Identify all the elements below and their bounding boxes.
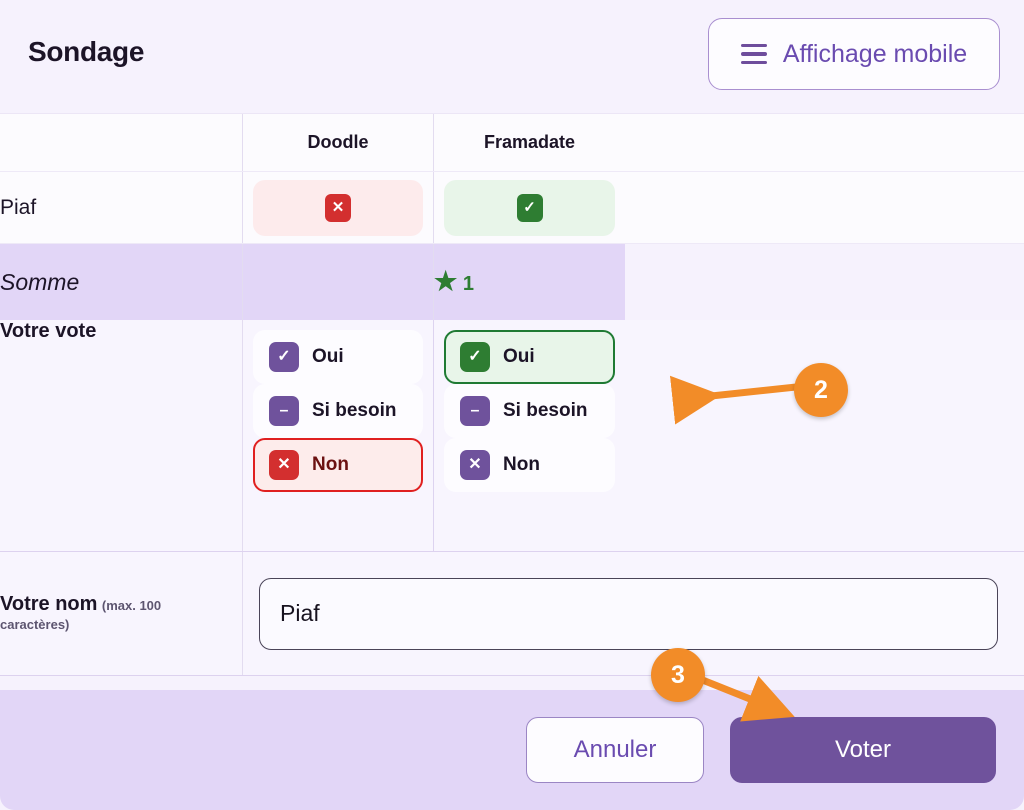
doodle-option-non-label: Non <box>312 454 349 475</box>
page-header: Sondage Affichage mobile <box>0 0 1024 100</box>
minus-icon: – <box>269 396 299 426</box>
mobile-view-button[interactable]: Affichage mobile <box>708 18 1000 90</box>
vote-submit-button[interactable]: Voter <box>730 717 996 783</box>
poll-table: Doodle Framadate Piaf ✕ ✓ <box>0 113 1024 676</box>
hamburger-icon <box>740 43 767 65</box>
doodle-option-si-besoin-label: Si besoin <box>312 400 397 421</box>
page-title: Sondage <box>28 36 145 67</box>
name-input[interactable] <box>259 577 998 650</box>
table-row-sum: Somme ★ 1 <box>0 244 1024 320</box>
vote-options-framadate: ✓ Oui – Si besoin ✕ Non <box>433 320 625 551</box>
framadate-option-oui-label: Oui <box>503 346 535 367</box>
vote-options-doodle: ✓ Oui – Si besoin ✕ Non <box>242 320 433 551</box>
check-icon: ✓ <box>269 342 299 372</box>
sum-label: Somme <box>0 268 80 295</box>
annotation-badge-2: 2 <box>794 363 848 417</box>
table-row-your-vote: Votre vote ✓ Oui – Si besoin ✕ Non <box>0 320 1024 552</box>
framadate-option-si-besoin[interactable]: – Si besoin <box>444 384 615 438</box>
sum-cell-framadate: ★ 1 <box>433 244 625 320</box>
annotation-badge-3: 3 <box>651 648 705 702</box>
sum-filler-cell <box>625 244 1024 320</box>
your-name-sublabel: (max. 100 caractères) <box>0 598 162 632</box>
cross-icon: ✕ <box>269 450 299 480</box>
doodle-option-oui-label: Oui <box>312 346 344 367</box>
vote-chip-yes: ✓ <box>444 179 615 236</box>
sum-label-cell: Somme <box>0 244 242 320</box>
your-name-label: Votre nom <box>0 593 98 615</box>
header-cell-filler <box>625 114 1024 171</box>
sum-cell-doodle <box>242 244 433 320</box>
framadate-option-si-besoin-label: Si besoin <box>503 400 588 421</box>
check-icon: ✓ <box>460 342 490 372</box>
your-vote-label-cell: Votre vote <box>0 320 242 551</box>
framadate-option-oui[interactable]: ✓ Oui <box>444 330 615 384</box>
table-header-row: Doodle Framadate <box>0 114 1024 172</box>
sum-value-framadate: ★ 1 <box>434 268 625 296</box>
header-cell-framadate: Framadate <box>433 114 625 171</box>
header-cell-doodle: Doodle <box>242 114 433 171</box>
vote-cell-doodle: ✕ <box>242 172 433 243</box>
sum-count: 1 <box>462 273 474 295</box>
header-cell-empty <box>0 114 242 171</box>
your-vote-label: Votre vote <box>0 320 97 342</box>
vote-chip-no: ✕ <box>253 179 423 236</box>
cross-icon: ✕ <box>460 450 490 480</box>
your-name-field-cell <box>242 552 1024 675</box>
doodle-option-si-besoin[interactable]: – Si besoin <box>253 384 423 438</box>
cross-icon: ✕ <box>325 193 351 222</box>
vote-filler-cell <box>625 320 1024 551</box>
form-footer: Annuler Voter <box>0 690 1024 810</box>
row-label-cell: Piaf <box>0 172 242 243</box>
row-filler-cell <box>625 172 1024 243</box>
vote-cell-framadate: ✓ <box>433 172 625 243</box>
doodle-option-non[interactable]: ✕ Non <box>253 438 423 492</box>
star-icon: ★ <box>434 266 458 296</box>
voter-name: Piaf <box>0 195 37 219</box>
table-row-piaf: Piaf ✕ ✓ <box>0 172 1024 244</box>
your-name-label-cell: Votre nom (max. 100 caractères) <box>0 552 242 675</box>
mobile-view-button-label: Affichage mobile <box>782 39 968 68</box>
framadate-option-non[interactable]: ✕ Non <box>444 438 615 492</box>
doodle-option-oui[interactable]: ✓ Oui <box>253 330 423 384</box>
table-row-your-name: Votre nom (max. 100 caractères) <box>0 552 1024 675</box>
framadate-option-non-label: Non <box>503 454 540 475</box>
cancel-button[interactable]: Annuler <box>526 717 704 783</box>
check-icon: ✓ <box>516 193 543 222</box>
minus-icon: – <box>460 396 490 426</box>
